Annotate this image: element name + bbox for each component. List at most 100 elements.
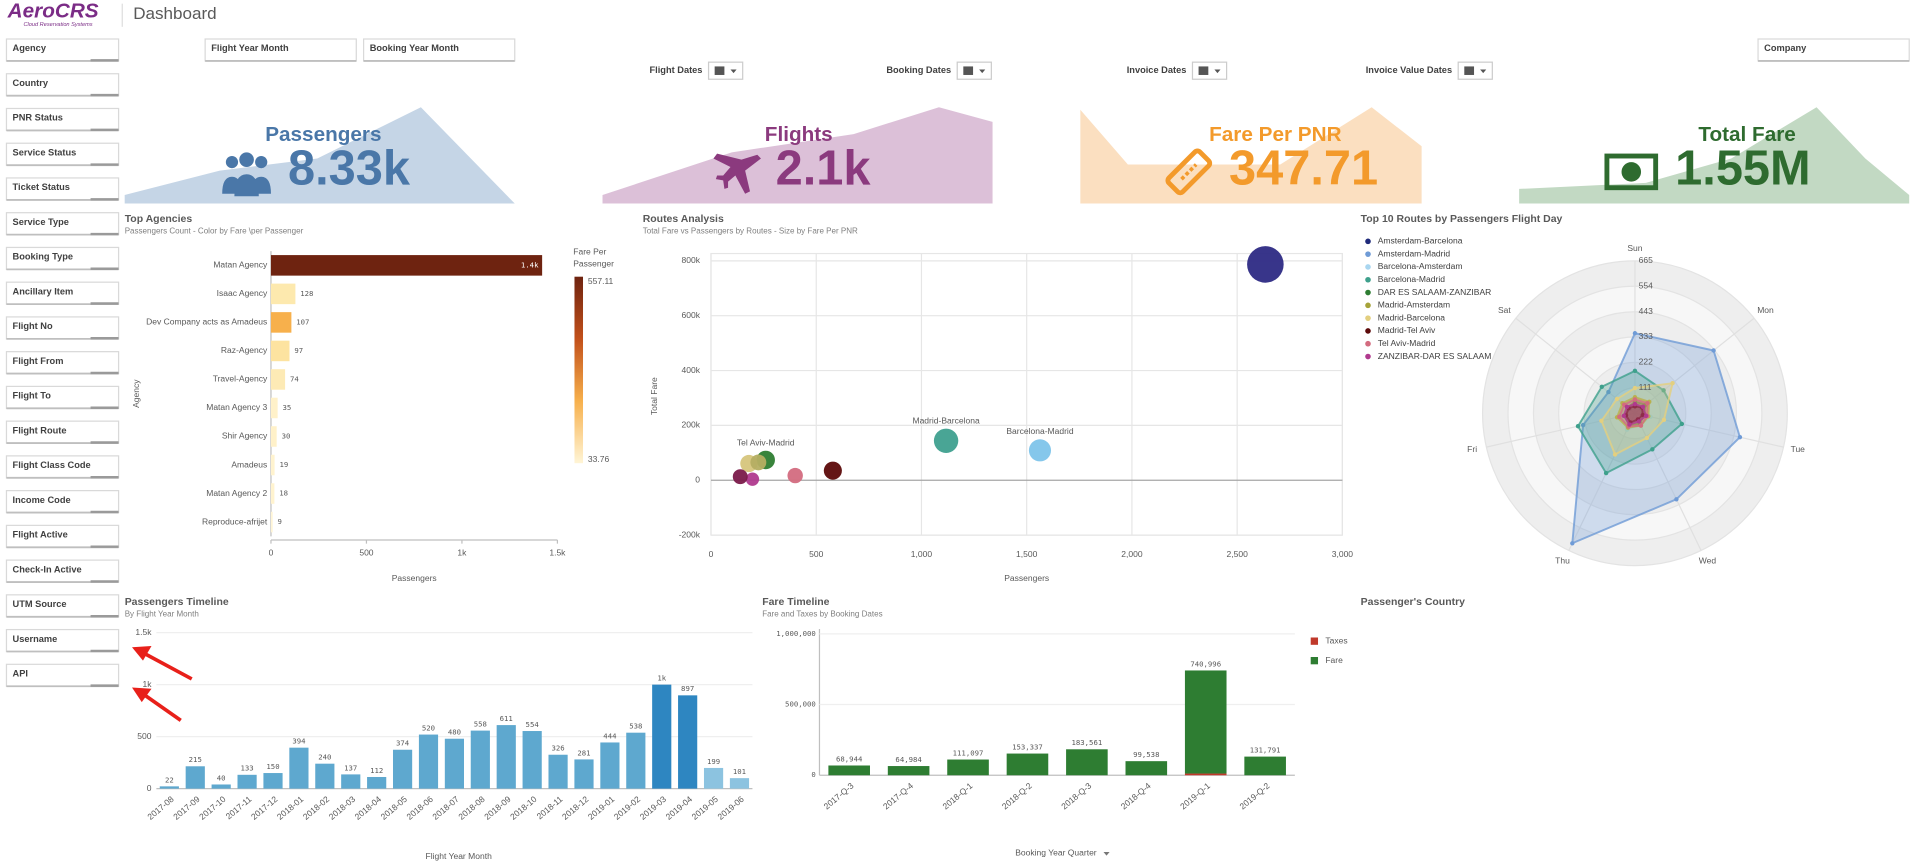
radar-tick-label: 554 — [1639, 281, 1653, 291]
filter-label: Ticket Status — [13, 182, 70, 192]
legend-label: Amsterdam-Barcelona — [1378, 236, 1463, 246]
radar-point — [1661, 417, 1667, 423]
radar-spoke — [1486, 412, 1636, 448]
bar-value-label: 128 — [300, 289, 313, 298]
radar-point — [1632, 368, 1638, 374]
filter-label: Username — [13, 634, 58, 644]
legend-label: Madrid-Barcelona — [1378, 312, 1445, 322]
calendar-icon — [1198, 66, 1209, 75]
filter-label: Country — [13, 78, 49, 88]
x-tick-label: 2,500 — [1227, 549, 1249, 559]
bar — [703, 767, 724, 789]
legend-swatch — [1365, 340, 1371, 347]
filter-label: Service Type — [13, 217, 69, 227]
date-filter-label: Invoice Value Dates — [1366, 65, 1452, 75]
icon-part — [1621, 162, 1642, 182]
scatter-point — [1247, 246, 1284, 283]
bar-value-label: 30 — [282, 431, 291, 440]
kpi-value: 1.55M — [1675, 142, 1811, 196]
legend-title: Fare Per Passenger — [573, 247, 614, 269]
bar-value-label: 281 — [577, 748, 590, 757]
bar-value-label: 538 — [629, 722, 642, 731]
x-tick-label: 500 — [359, 548, 373, 558]
chart-subtitle: Fare and Taxes by Booking Dates — [762, 609, 882, 618]
chart-title: Passengers Timeline — [125, 597, 229, 608]
bar-segment — [947, 759, 989, 776]
chart-title: Top Agencies — [125, 214, 193, 225]
category-label: Travel-Agency — [213, 374, 268, 384]
calendar-icon — [714, 66, 725, 75]
x-tick-label: 3,000 — [1332, 549, 1354, 559]
bar-segment — [1006, 753, 1049, 776]
bar — [270, 426, 277, 447]
bar-value-label: 199 — [707, 757, 720, 766]
bar — [444, 738, 465, 789]
filter-label: Check-In Active — [13, 564, 82, 574]
kpi-label: Fare Per PNR — [1209, 123, 1341, 146]
date-button[interactable] — [707, 61, 744, 80]
category-label: Reproduce-afrijet — [202, 516, 268, 526]
bar — [263, 773, 283, 789]
legend-swatch — [1365, 251, 1371, 257]
bar — [289, 747, 309, 789]
caret-icon — [730, 69, 737, 74]
filter-label: Service Status — [13, 147, 77, 157]
y-tick-label: 400k — [682, 365, 701, 375]
filter-label: Flight Year Month — [211, 43, 289, 53]
bar — [496, 725, 516, 789]
kpi-label: Total Fare — [1698, 123, 1795, 146]
bar — [270, 283, 296, 305]
color-scale — [574, 276, 584, 464]
x-axis-title: Booking Year Quarter — [1015, 847, 1097, 857]
calendar-icon — [1464, 66, 1475, 75]
y-tick-label: 1.5k — [135, 627, 152, 637]
radar-point — [1711, 348, 1716, 353]
icon-part — [225, 156, 239, 169]
bar-value-label: 9 — [278, 517, 282, 526]
y-tick-label: -200k — [679, 529, 701, 539]
bar — [270, 255, 543, 276]
bar-value-label: 897 — [681, 684, 694, 693]
logo-tagline: Cloud Reservation Systems — [24, 22, 93, 28]
bar — [237, 774, 257, 789]
icon-part — [1165, 148, 1213, 196]
y-tick-label: 200k — [682, 420, 701, 430]
y-axis-title: Agency — [131, 379, 141, 408]
y-tick-label: 0 — [695, 475, 700, 485]
radar-point — [1645, 401, 1650, 406]
radar-point — [1614, 396, 1620, 402]
radar-tick-label: 665 — [1639, 255, 1653, 265]
bar-value-label: 137 — [344, 763, 357, 772]
bar — [315, 763, 335, 789]
x-tick-label: 1,000 — [911, 549, 933, 559]
bar-value-label: 558 — [474, 720, 487, 729]
radar-point — [1638, 423, 1644, 428]
radar-axis-label: Mon — [1757, 305, 1774, 315]
legend-swatch — [1365, 328, 1371, 334]
bar — [392, 749, 413, 789]
bar-value-label: 19 — [279, 460, 288, 469]
icon-part — [1604, 153, 1659, 191]
bar — [159, 786, 179, 789]
scatter-point — [787, 467, 803, 484]
y-tick-label: 0 — [147, 783, 152, 793]
chart-title: Top 10 Routes by Passengers Flight Day — [1361, 214, 1563, 225]
category-label: Raz-Agency — [221, 345, 268, 355]
legend-title-line: Passenger — [573, 259, 614, 269]
bar-value-label: 1.4k — [521, 260, 539, 269]
bar-segment — [1066, 749, 1108, 776]
date-button[interactable] — [1191, 61, 1228, 80]
x-tick-label: 500 — [809, 549, 823, 559]
radar-area — [1571, 332, 1742, 545]
date-button[interactable] — [1457, 61, 1493, 80]
total-label: 740,996 — [1190, 659, 1221, 668]
y-tick-label: 500 — [137, 731, 151, 741]
kpi-background — [124, 107, 515, 204]
kpi-background — [1519, 107, 1910, 204]
radar-point — [1670, 381, 1675, 386]
bar — [522, 731, 542, 789]
y-tick-label: 1,000,000 — [776, 629, 816, 638]
radar-point — [1575, 424, 1581, 429]
date-button[interactable] — [956, 61, 992, 80]
bar-value-label: 101 — [733, 767, 746, 776]
